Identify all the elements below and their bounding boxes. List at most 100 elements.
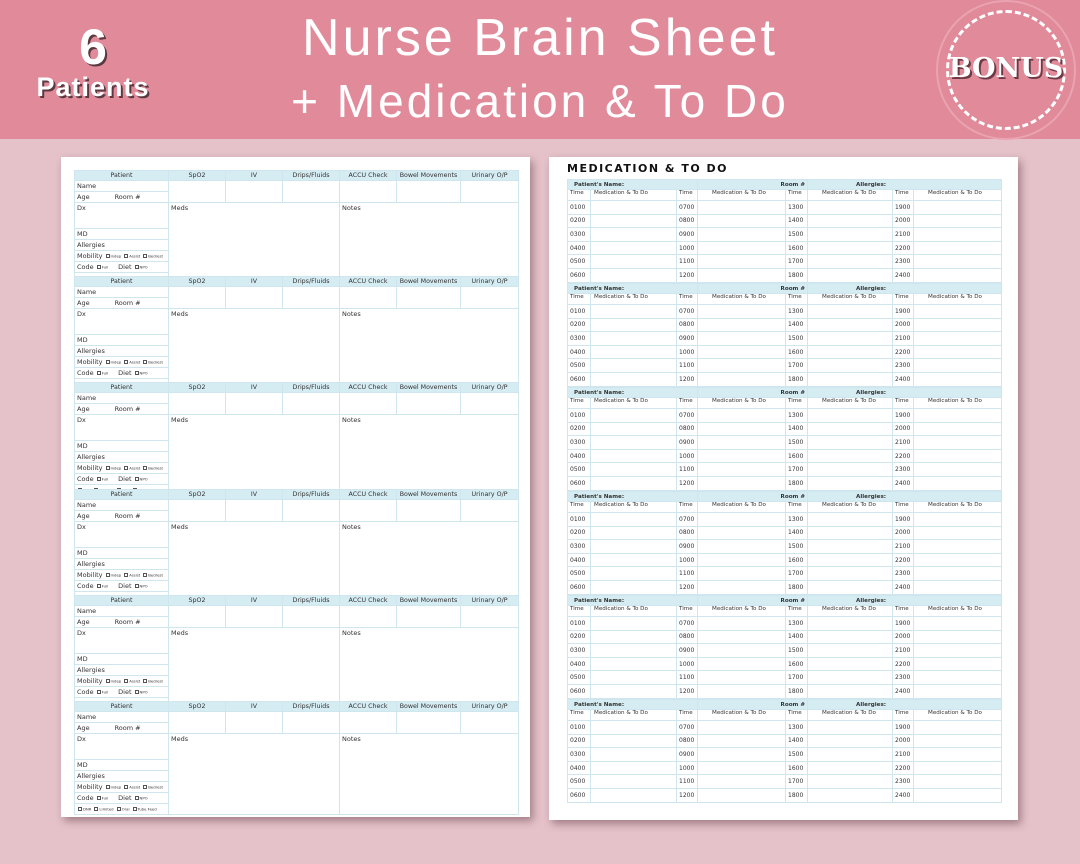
medication-entry[interactable] <box>697 435 787 450</box>
medication-entry[interactable] <box>590 371 677 387</box>
checkbox[interactable] <box>124 785 129 789</box>
medication-entry[interactable] <box>913 616 1003 631</box>
notes-area[interactable]: Notes <box>339 626 519 709</box>
medication-entry[interactable] <box>913 760 1003 776</box>
vital-cell[interactable] <box>339 180 397 203</box>
medication-entry[interactable] <box>697 254 787 269</box>
checkbox[interactable] <box>105 360 110 365</box>
medication-entry[interactable] <box>807 616 894 631</box>
medication-entry[interactable] <box>590 408 677 423</box>
medication-entry[interactable] <box>590 227 677 242</box>
checkbox[interactable] <box>105 678 110 683</box>
checkbox[interactable] <box>96 477 101 482</box>
medication-entry[interactable] <box>807 774 894 789</box>
medication-entry[interactable] <box>590 774 677 789</box>
medication-entry[interactable] <box>697 656 787 672</box>
checkbox[interactable] <box>94 807 99 811</box>
medication-entry[interactable] <box>913 525 1003 541</box>
medication-entry[interactable] <box>697 317 787 333</box>
medication-entry[interactable] <box>807 760 894 776</box>
medication-entry[interactable] <box>697 747 787 762</box>
medication-entry[interactable] <box>913 317 1003 333</box>
meds-area[interactable]: Meds <box>168 308 340 391</box>
vital-cell[interactable] <box>396 604 461 628</box>
meds-area[interactable]: Meds <box>168 733 340 815</box>
vital-cell[interactable] <box>339 604 397 628</box>
medication-entry[interactable] <box>807 552 894 568</box>
medication-entry[interactable] <box>697 371 787 387</box>
checkbox[interactable] <box>105 466 110 471</box>
medication-entry[interactable] <box>913 475 1003 491</box>
vital-cell[interactable] <box>282 180 340 203</box>
medication-entry[interactable] <box>697 629 787 645</box>
medication-entry[interactable] <box>913 371 1003 387</box>
meds-area[interactable]: Meds <box>168 626 340 709</box>
medication-entry[interactable] <box>807 566 894 581</box>
medication-entry[interactable] <box>697 579 787 595</box>
notes-area[interactable]: Notes <box>339 733 519 815</box>
medication-entry[interactable] <box>590 344 677 360</box>
notes-area[interactable]: Notes <box>339 308 519 391</box>
medication-entry[interactable] <box>590 525 677 541</box>
medication-entry[interactable] <box>807 539 894 554</box>
medication-entry[interactable] <box>697 733 787 749</box>
checkbox[interactable] <box>134 265 139 269</box>
medication-entry[interactable] <box>590 462 677 477</box>
medication-entry[interactable] <box>807 683 894 699</box>
vital-cell[interactable] <box>460 604 519 628</box>
medication-entry[interactable] <box>913 448 1003 464</box>
medication-entry[interactable] <box>697 448 787 464</box>
medication-entry[interactable] <box>807 240 894 256</box>
medication-entry[interactable] <box>590 683 677 699</box>
checkbox[interactable] <box>96 583 101 588</box>
medication-entry[interactable] <box>697 525 787 541</box>
medication-entry[interactable] <box>590 304 677 319</box>
medication-entry[interactable] <box>913 643 1003 658</box>
vital-cell[interactable] <box>282 286 340 310</box>
meds-area[interactable]: Meds <box>168 202 340 284</box>
medication-entry[interactable] <box>807 421 894 437</box>
medication-entry[interactable] <box>590 656 677 672</box>
medication-entry[interactable] <box>697 240 787 256</box>
vital-cell[interactable] <box>282 604 340 628</box>
checkbox[interactable] <box>116 807 121 811</box>
checkbox[interactable] <box>134 796 139 800</box>
medication-entry[interactable] <box>807 200 894 215</box>
medication-entry[interactable] <box>807 213 894 229</box>
checkbox[interactable] <box>132 807 137 811</box>
medication-entry[interactable] <box>807 629 894 645</box>
medication-entry[interactable] <box>807 267 894 283</box>
checkbox[interactable] <box>96 265 101 269</box>
vital-cell[interactable] <box>225 498 283 522</box>
vital-cell[interactable] <box>168 286 226 310</box>
checkbox[interactable] <box>124 572 129 577</box>
medication-entry[interactable] <box>913 683 1003 699</box>
medication-entry[interactable] <box>590 213 677 229</box>
checkbox[interactable] <box>96 796 101 800</box>
medication-entry[interactable] <box>913 629 1003 645</box>
medication-entry[interactable] <box>590 760 677 776</box>
vital-cell[interactable] <box>396 498 461 522</box>
medication-entry[interactable] <box>913 267 1003 283</box>
checkbox[interactable] <box>96 689 101 694</box>
medication-entry[interactable] <box>913 579 1003 595</box>
medication-entry[interactable] <box>697 200 787 215</box>
medication-entry[interactable] <box>590 787 677 803</box>
vital-cell[interactable] <box>168 392 226 416</box>
medication-entry[interactable] <box>590 200 677 215</box>
medication-entry[interactable] <box>697 566 787 581</box>
medication-entry[interactable] <box>807 435 894 450</box>
medication-entry[interactable] <box>590 421 677 437</box>
vital-cell[interactable] <box>460 286 519 310</box>
medication-entry[interactable] <box>590 616 677 631</box>
medication-entry[interactable] <box>913 435 1003 450</box>
medication-entry[interactable] <box>590 331 677 346</box>
medication-entry[interactable] <box>913 512 1003 527</box>
checkbox[interactable] <box>143 785 148 789</box>
medication-entry[interactable] <box>590 267 677 283</box>
medication-entry[interactable] <box>913 774 1003 789</box>
vital-cell[interactable] <box>339 286 397 310</box>
vital-cell[interactable] <box>282 392 340 416</box>
medication-entry[interactable] <box>913 200 1003 215</box>
medication-entry[interactable] <box>697 227 787 242</box>
